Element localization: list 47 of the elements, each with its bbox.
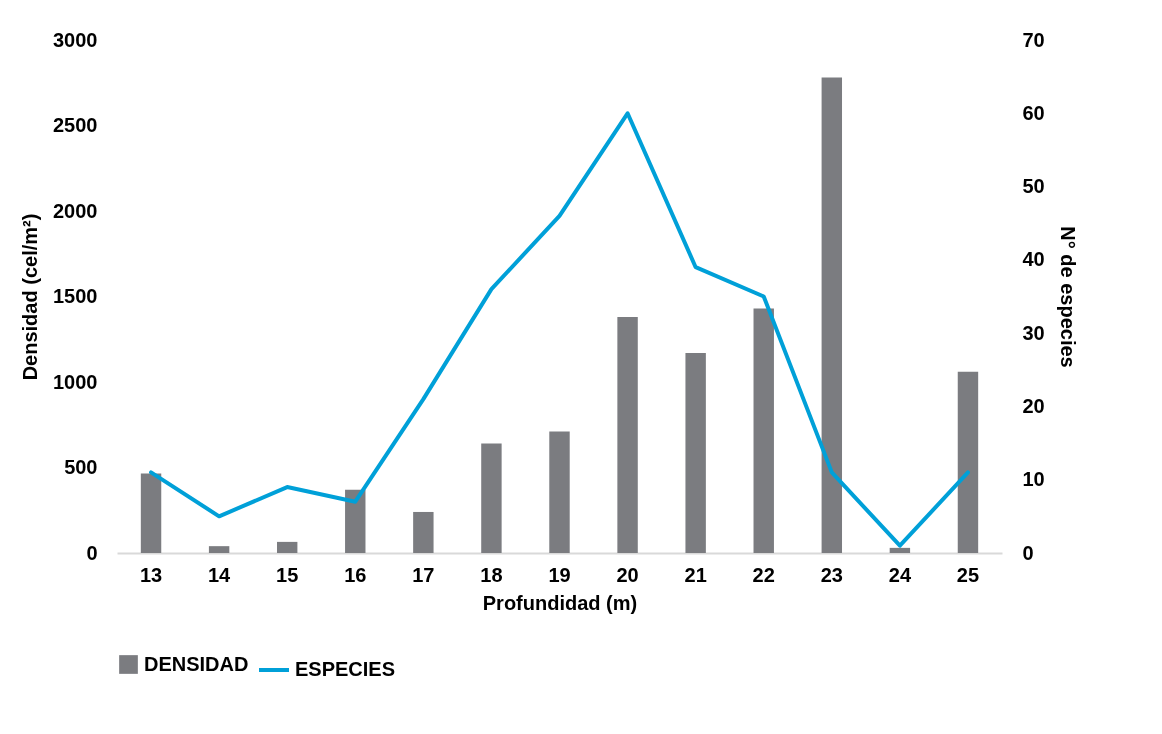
y-tick-label: 1000	[53, 370, 98, 393]
legend-label: ESPECIES	[295, 658, 396, 680]
x-tick-label: 13	[139, 563, 163, 586]
x-tick-label: 16	[344, 563, 367, 586]
bar	[276, 541, 298, 553]
x-tick-label: 15	[276, 563, 299, 586]
x-tick-label: 17	[412, 563, 435, 586]
y-tick-label: 1500	[53, 285, 98, 307]
bar	[413, 511, 434, 553]
y-tick-label: 3000	[53, 28, 98, 51]
y2-tick-label: 20	[1022, 394, 1045, 417]
y-tick-label: 2500	[53, 114, 98, 136]
bar	[821, 77, 843, 553]
x-tick-label: 23	[820, 563, 843, 586]
x-tick-label: 21	[684, 563, 707, 586]
legend-label: DENSIDAD	[144, 652, 249, 675]
y-tick-label: 2000	[53, 199, 98, 222]
x-tick-label: 19	[548, 563, 571, 586]
x-tick-label: 14	[207, 563, 232, 586]
y2-tick-label: 30	[1022, 321, 1045, 344]
y2-tick-label: 0	[1022, 541, 1034, 564]
bar	[957, 371, 979, 553]
y2-tick-label: 40	[1022, 248, 1045, 271]
x-tick-label: 20	[616, 563, 639, 586]
bar	[208, 546, 230, 553]
x-axis-title: Profundidad (m)	[482, 591, 638, 614]
bar	[549, 431, 570, 553]
bar	[481, 443, 502, 553]
bar	[889, 547, 911, 553]
y2-tick-label: 60	[1022, 101, 1045, 124]
y2-tick-label: 10	[1022, 468, 1045, 491]
bar	[345, 489, 366, 553]
x-tick-label: 18	[480, 563, 503, 586]
bar	[140, 473, 162, 553]
bar	[617, 317, 638, 553]
y-tick-label: 0	[86, 541, 98, 564]
bar	[753, 308, 774, 553]
y-tick-label: 500	[64, 456, 98, 478]
y2-tick-label: 70	[1022, 28, 1045, 51]
y-axis-title: Densidad (cel/m²)	[19, 213, 42, 381]
bar	[685, 352, 706, 553]
x-tick-label: 22	[752, 563, 775, 586]
x-tick-label: 24	[888, 563, 912, 586]
line-series	[149, 111, 970, 548]
y2-axis-title: N° de especies	[1056, 226, 1079, 368]
x-tick-label: 25	[956, 563, 980, 586]
y2-tick-label: 50	[1022, 175, 1045, 198]
